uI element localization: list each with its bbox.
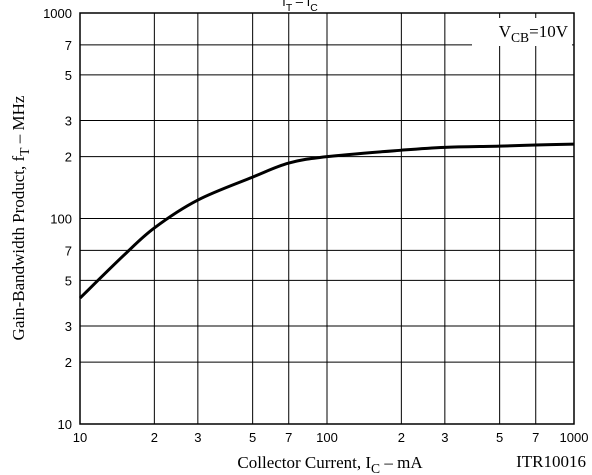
annotation: VCB=10V bbox=[499, 22, 569, 45]
annotation-part: CB bbox=[511, 30, 529, 45]
y-tick-label: 7 bbox=[65, 243, 72, 258]
x-tick-label: 2 bbox=[398, 430, 405, 445]
y-tick-label: 7 bbox=[65, 38, 72, 53]
x-axis-label-part: Collector Current, I bbox=[237, 453, 371, 472]
annotation-background bbox=[472, 18, 572, 46]
x-axis-label-part: – mA bbox=[380, 453, 423, 472]
y-tick-label: 10 bbox=[58, 417, 72, 432]
y-axis-label-part: T bbox=[17, 147, 32, 156]
chart-title-part: f bbox=[282, 0, 286, 9]
annotation-part: V bbox=[499, 22, 512, 41]
chart-title-part: T bbox=[286, 3, 293, 14]
y-axis-label-part: Gain-Bandwidth Product, f bbox=[9, 155, 28, 340]
x-tick-label: 5 bbox=[496, 430, 503, 445]
y-tick-label: 5 bbox=[65, 273, 72, 288]
y-tick-label: 1000 bbox=[43, 6, 72, 21]
y-tick-label: 3 bbox=[65, 319, 72, 334]
x-tick-label: 100 bbox=[316, 430, 338, 445]
y-tick-label: 2 bbox=[65, 355, 72, 370]
x-tick-label: 7 bbox=[532, 430, 539, 445]
chart-title-part: I bbox=[307, 0, 311, 9]
x-tick-label: 1000 bbox=[560, 430, 589, 445]
chart-title-part: – bbox=[292, 0, 306, 9]
y-tick-label: 2 bbox=[65, 150, 72, 165]
x-tick-label: 7 bbox=[285, 430, 292, 445]
chart-title: fT – IC bbox=[282, 0, 318, 14]
x-tick-label: 3 bbox=[194, 430, 201, 445]
chart-title-part: C bbox=[310, 3, 318, 14]
y-tick-label: 5 bbox=[65, 68, 72, 83]
y-tick-label: 3 bbox=[65, 113, 72, 128]
x-tick-label: 5 bbox=[249, 430, 256, 445]
x-axis-label-part: C bbox=[371, 461, 380, 475]
annotation-part: =10V bbox=[529, 22, 569, 41]
curve bbox=[78, 142, 575, 300]
x-tick-label: 2 bbox=[151, 430, 158, 445]
x-tick-label: 3 bbox=[441, 430, 448, 445]
x-tick-label: 10 bbox=[73, 430, 87, 445]
x-axis-label: Collector Current, IC – mA bbox=[237, 453, 423, 475]
y-tick-label: 100 bbox=[50, 212, 72, 227]
figure-code: ITR10016 bbox=[516, 452, 586, 471]
y-axis-label: Gain-Bandwidth Product, fT – MHz bbox=[9, 95, 32, 340]
y-axis-label-part: – MHz bbox=[9, 95, 28, 147]
